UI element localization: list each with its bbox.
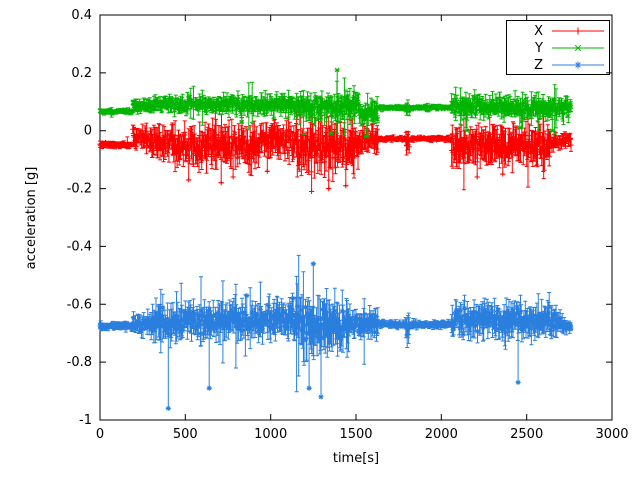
legend: XYZ <box>506 20 610 75</box>
y-tick-label: -1 <box>79 413 92 428</box>
x-tick-label: 1500 <box>339 427 372 442</box>
plot-border <box>99 14 613 421</box>
x-tick-label: 500 <box>173 427 198 442</box>
legend-box <box>506 20 610 75</box>
y-tick-label: 0.2 <box>71 66 92 81</box>
x-tick-label: 1000 <box>254 427 287 442</box>
x-tick-label: 2500 <box>510 427 543 442</box>
series-Y <box>97 67 574 139</box>
series-Z <box>97 254 574 411</box>
legend-label-Z: Z <box>534 58 543 73</box>
y-tick-label: -0.8 <box>67 355 92 370</box>
x-axis-title: time[s] <box>333 451 379 466</box>
axis-ticks <box>99 14 613 421</box>
y-tick-label: 0.4 <box>71 8 92 23</box>
legend-label-X: X <box>534 24 543 39</box>
y-tick-label: -0.4 <box>67 239 92 254</box>
y-tick-label: -0.2 <box>67 182 92 197</box>
legend-sample-marker <box>574 61 582 69</box>
legend-sample-marker <box>574 27 582 35</box>
legend-sample-marker <box>574 44 582 52</box>
y-tick-label: 0 <box>84 124 92 139</box>
y-axis-title: acceleration [g] <box>24 167 39 270</box>
legend-label-Y: Y <box>534 41 543 56</box>
series-X <box>97 96 574 194</box>
x-tick-label: 2000 <box>425 427 458 442</box>
y-tick-label: -0.6 <box>67 297 92 312</box>
x-tick-label: 3000 <box>595 427 628 442</box>
x-tick-label: 0 <box>96 427 104 442</box>
